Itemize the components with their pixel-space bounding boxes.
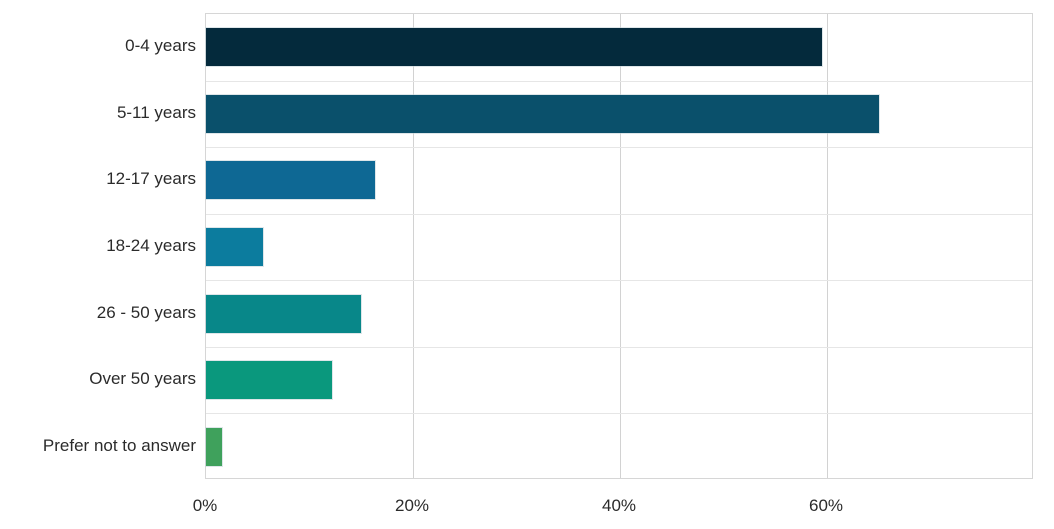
category-label: 12-17 years [106, 169, 196, 189]
horizontal-gridline [206, 80, 1032, 82]
category-label: Prefer not to answer [42, 435, 196, 455]
bar-12-17-years[interactable] [205, 160, 376, 201]
horizontal-gridline [206, 147, 1032, 149]
category-label: 26 - 50 years [96, 302, 196, 322]
horizontal-gridline [206, 346, 1032, 348]
category-label: 0-4 years [125, 36, 196, 56]
vertical-gridline [827, 14, 828, 478]
category-label: 18-24 years [106, 236, 196, 255]
category-label: 5-11 years [116, 102, 196, 122]
bar-5-11-years[interactable] [205, 93, 880, 134]
horizontal-gridline [206, 280, 1032, 282]
vertical-gridline [620, 14, 621, 478]
bar-0-4-years[interactable] [205, 27, 823, 68]
category-label: Over 50 years [89, 369, 196, 389]
bar-over-50-years[interactable] [204, 360, 334, 401]
x-tick-label: 0% [192, 496, 218, 515]
bar-26-50-years[interactable] [204, 293, 363, 334]
plot-area [204, 13, 1033, 479]
vertical-gridline [413, 14, 414, 478]
x-tick-label: 60% [808, 496, 844, 515]
bar-18-24-years[interactable] [205, 227, 264, 267]
bar-prefer-not-to-answer[interactable] [205, 426, 223, 467]
x-tick-label: 40% [601, 496, 637, 515]
x-tick-label: 20% [394, 496, 430, 515]
horizontal-gridline [206, 413, 1032, 415]
horizontal-gridline [206, 213, 1032, 215]
